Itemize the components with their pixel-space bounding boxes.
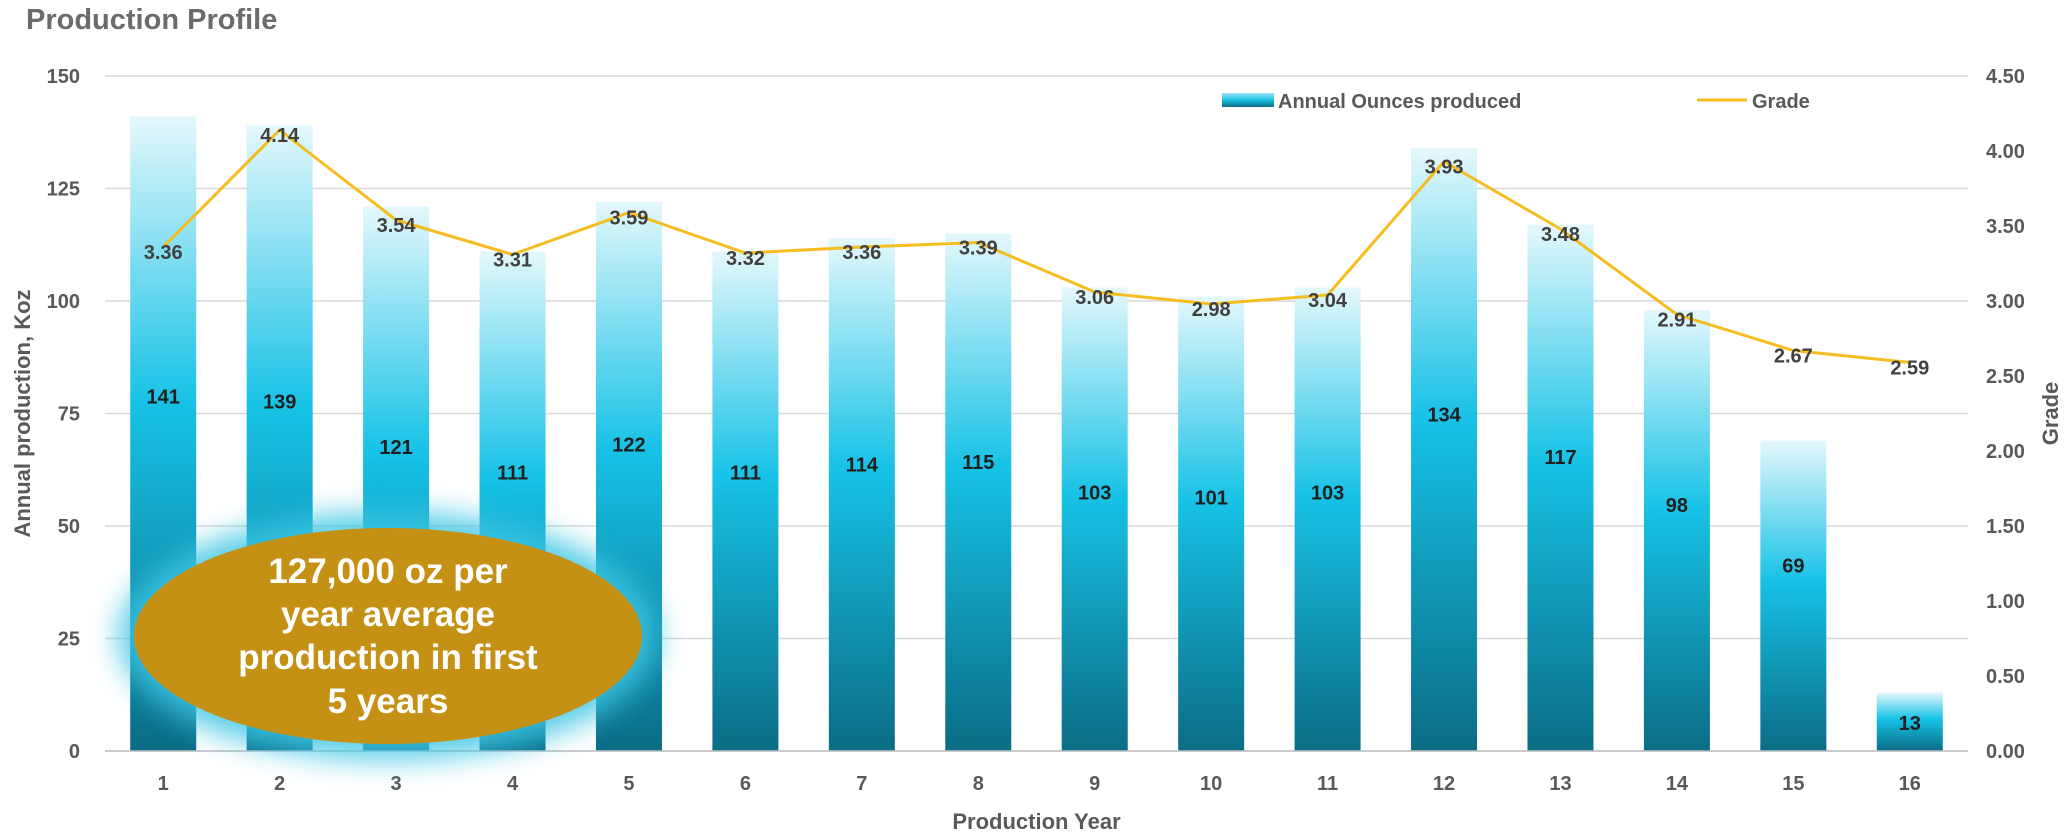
grade-value-label: 3.31 xyxy=(493,250,532,272)
bar-year-16 xyxy=(1876,692,1943,751)
x-tick-label: 15 xyxy=(1782,773,1804,795)
callout-text-line: 127,000 oz per xyxy=(268,552,508,591)
bar-value-label: 69 xyxy=(1782,556,1804,578)
grade-value-label: 3.54 xyxy=(377,215,417,237)
y-tick-label: 50 xyxy=(58,516,80,538)
chart-title: Production Profile xyxy=(26,4,278,36)
bar-value-label: 103 xyxy=(1311,482,1344,504)
bar-year-10 xyxy=(1178,296,1245,751)
x-tick-label: 6 xyxy=(740,773,751,795)
y2-tick-label: 3.00 xyxy=(1986,291,2025,313)
grade-value-label: 3.39 xyxy=(959,238,998,260)
x-tick-label: 2 xyxy=(274,773,285,795)
x-tick-label: 14 xyxy=(1666,773,1689,795)
bar-year-12 xyxy=(1411,148,1478,751)
x-tick-label: 16 xyxy=(1899,773,1921,795)
grade-line xyxy=(162,128,1910,364)
bar-year-6 xyxy=(712,251,779,751)
bar-year-15 xyxy=(1760,440,1827,751)
grade-value-label: 3.04 xyxy=(1308,290,1348,312)
bar-value-label: 13 xyxy=(1899,713,1921,735)
bar-year-8 xyxy=(945,233,1012,751)
grade-value-label: 3.32 xyxy=(726,248,765,270)
bar-value-label: 103 xyxy=(1078,482,1111,504)
y2-tick-label: 4.00 xyxy=(1986,141,2025,163)
legend-swatch-bars xyxy=(1222,93,1274,107)
bar-data-labels: 141 139 121 111 122 111 114 115 103 101 103 134 117 9… xyxy=(147,387,1921,735)
grade-value-label: 2.67 xyxy=(1774,346,1813,368)
y-tick-label: 0 xyxy=(69,741,80,763)
legend-label-line: Grade xyxy=(1752,91,1810,113)
y2-tick-label: 3.50 xyxy=(1986,216,2025,238)
callout-ellipse xyxy=(134,528,642,744)
average-production-callout: 127,000 oz per year average production in … xyxy=(118,512,658,760)
grade-value-label: 3.36 xyxy=(842,242,881,264)
bar-value-label: 141 xyxy=(147,387,180,409)
x-tick-label: 7 xyxy=(856,773,867,795)
axes: 02550751001251500.000.501.001.502.002.50… xyxy=(10,66,2063,833)
legend-label-bars: Annual Ounces produced xyxy=(1278,91,1521,113)
legend: Annual Ounces produced Grade xyxy=(1222,91,1810,113)
x-axis-title: Production Year xyxy=(952,809,1121,833)
y2-tick-label: 1.50 xyxy=(1986,516,2025,538)
bar-year-11 xyxy=(1294,287,1361,751)
y-tick-label: 75 xyxy=(58,404,80,426)
x-tick-label: 9 xyxy=(1089,773,1100,795)
grade-value-label: 2.91 xyxy=(1657,310,1696,332)
y-tick-label: 125 xyxy=(47,179,80,201)
bar-value-label: 139 xyxy=(263,392,296,414)
bar-value-label: 134 xyxy=(1427,404,1461,426)
bar-year-7 xyxy=(828,238,895,751)
grade-value-label: 3.36 xyxy=(144,242,183,264)
y2-tick-label: 2.00 xyxy=(1986,441,2025,463)
x-tick-label: 4 xyxy=(507,773,519,795)
bar-value-label: 115 xyxy=(962,452,994,474)
y-tick-label: 150 xyxy=(47,66,80,88)
y2-axis-title: Grade xyxy=(2038,382,2063,446)
y2-tick-label: 0.50 xyxy=(1986,666,2025,688)
callout-text-line: year average xyxy=(281,595,495,634)
bar-value-label: 114 xyxy=(846,455,879,477)
grade-value-label: 3.48 xyxy=(1541,224,1580,246)
x-tick-label: 10 xyxy=(1200,773,1222,795)
y-axis-title: Annual production, Koz xyxy=(10,289,35,537)
grade-value-label: 4.14 xyxy=(260,125,300,147)
bar-value-label: 122 xyxy=(612,435,645,457)
x-tick-label: 8 xyxy=(973,773,984,795)
y-tick-label: 25 xyxy=(58,629,80,651)
bar-value-label: 121 xyxy=(379,437,412,459)
grade-value-label: 2.98 xyxy=(1192,299,1231,321)
y2-tick-label: 4.50 xyxy=(1986,66,2025,88)
y-tick-label: 100 xyxy=(47,291,80,313)
line-series-grade xyxy=(162,128,1910,364)
y2-tick-label: 1.00 xyxy=(1986,591,2025,613)
x-tick-label: 5 xyxy=(623,773,634,795)
bar-year-13 xyxy=(1527,224,1594,751)
grade-value-label: 3.93 xyxy=(1425,157,1464,179)
x-tick-label: 12 xyxy=(1433,773,1455,795)
bar-value-label: 101 xyxy=(1194,487,1227,509)
y2-tick-label: 0.00 xyxy=(1986,741,2025,763)
grade-value-label: 3.59 xyxy=(610,208,649,230)
y2-tick-label: 2.50 xyxy=(1986,366,2025,388)
bar-value-label: 117 xyxy=(1544,447,1576,469)
x-tick-label: 11 xyxy=(1317,773,1338,795)
x-tick-label: 13 xyxy=(1549,773,1571,795)
x-tick-label: 1 xyxy=(158,773,169,795)
grade-value-label: 3.06 xyxy=(1075,287,1114,309)
bar-year-14 xyxy=(1643,310,1710,751)
grade-value-label: 2.59 xyxy=(1890,358,1929,380)
bar-value-label: 111 xyxy=(730,462,761,484)
callout-text-line: production in first xyxy=(238,638,538,677)
bar-year-9 xyxy=(1061,287,1128,751)
bar-value-label: 98 xyxy=(1666,495,1688,517)
x-tick-label: 3 xyxy=(391,773,402,795)
callout-text-line: 5 years xyxy=(328,682,449,721)
bar-value-label: 111 xyxy=(497,462,528,484)
grade-data-labels: 3.36 4.14 3.54 3.31 3.59 3.32 3.36 3.39 3.06 2.98… xyxy=(144,125,1930,380)
